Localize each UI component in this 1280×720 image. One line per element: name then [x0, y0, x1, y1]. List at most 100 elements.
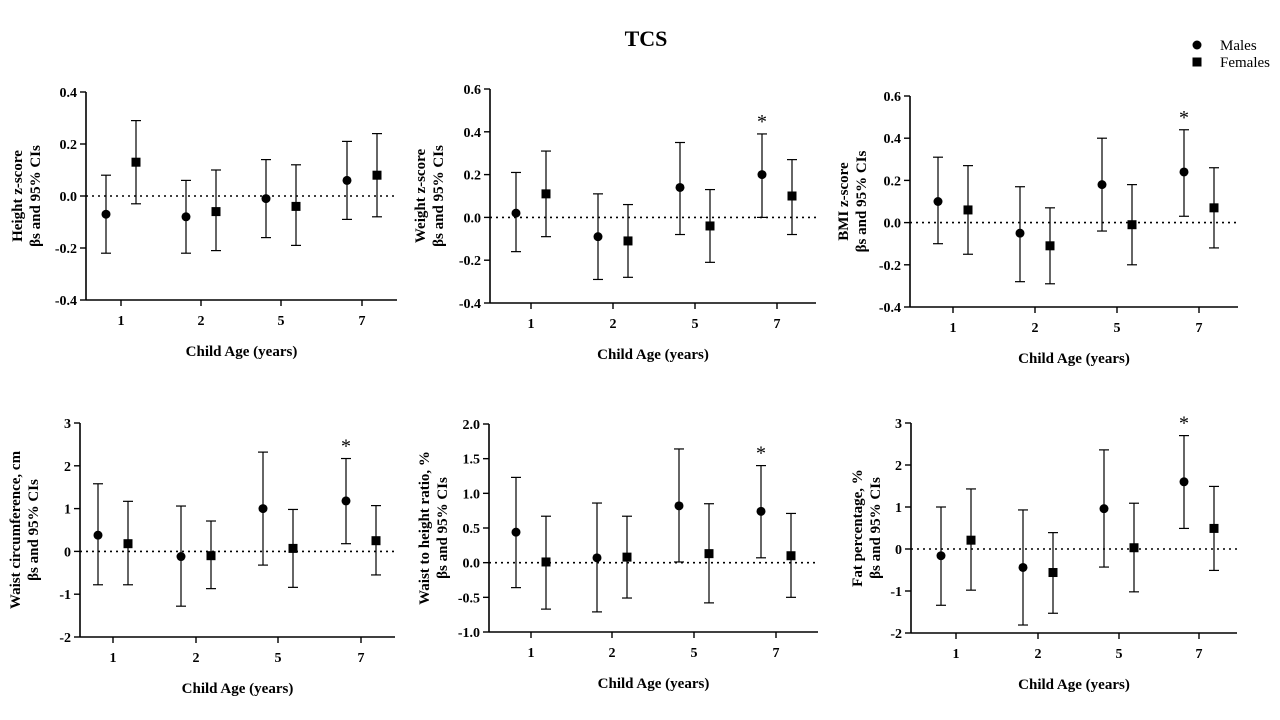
male-point	[181, 212, 191, 222]
y-tick-label: -1.0	[458, 626, 480, 641]
x-tick-label: 2	[609, 646, 616, 661]
significance-star: *	[341, 436, 351, 458]
y-tick-label: 0.0	[463, 557, 481, 572]
female-point	[1129, 543, 1139, 553]
panel-bmi-zscore: -0.4 -0.2 0.0 0.2 0.4 0.6 1 2 5 7 Child Age (years…	[836, 90, 1238, 367]
y-axis-label-line2: βs and 95% CIs	[435, 477, 451, 579]
y-axis-label-line2: βs and 95% CIs	[854, 150, 870, 252]
female-point	[705, 221, 715, 231]
y-axis-label-line2: βs and 95% CIs	[868, 477, 884, 579]
y-tick-label: 0.6	[884, 90, 902, 105]
x-tick-label: 2	[1032, 321, 1039, 336]
male-point	[1099, 504, 1109, 514]
x-tick-label: 2	[1035, 647, 1042, 662]
x-tick-label: 5	[691, 646, 698, 661]
legend-male-marker	[1192, 40, 1202, 50]
female-point	[1209, 203, 1219, 213]
male-point	[1018, 562, 1028, 572]
significance-star: *	[1179, 107, 1189, 129]
x-tick-label: 2	[193, 651, 200, 666]
significance-star: *	[1179, 413, 1189, 435]
male-point	[101, 209, 111, 219]
male-point	[511, 527, 521, 537]
y-axis-label-line1: Waist circumference, cm	[8, 450, 24, 609]
x-tick-label: 1	[953, 647, 960, 662]
panel-waist-to-height-ratio: -1.0 -0.5 0.0 0.5 1.0 1.5 2.0 1 2 5 7 Child Age (ye…	[417, 418, 818, 692]
y-tick-label: 0.2	[464, 169, 482, 184]
x-tick-label: 1	[528, 317, 535, 332]
male-point	[176, 552, 186, 562]
x-tick-label: 7	[773, 646, 780, 661]
x-axis-label: Child Age (years)	[597, 347, 709, 363]
male-point	[592, 553, 602, 563]
female-point	[622, 552, 632, 562]
figure-title: TCS	[625, 26, 668, 51]
y-tick-label: 2.0	[463, 418, 481, 433]
y-tick-label: 1.0	[463, 487, 481, 502]
x-tick-label: 7	[358, 651, 365, 666]
female-point	[1045, 241, 1055, 251]
y-tick-label: 3	[895, 417, 902, 432]
legend-females-label: Females	[1220, 55, 1270, 71]
x-tick-label: 5	[275, 651, 282, 666]
x-axis-label: Child Age (years)	[598, 676, 710, 692]
y-tick-label: 3	[64, 417, 71, 432]
x-tick-label: 2	[610, 317, 617, 332]
x-tick-label: 1	[528, 646, 535, 661]
female-point	[291, 201, 301, 211]
female-point	[1048, 568, 1058, 578]
female-point	[288, 543, 298, 553]
female-point	[1127, 220, 1137, 230]
y-tick-label: 0	[895, 543, 902, 558]
y-tick-label: 0.4	[884, 132, 902, 147]
y-tick-label: -0.5	[458, 591, 480, 606]
y-axis-label-line1: Height z-score	[10, 150, 26, 242]
y-tick-label: -2	[59, 631, 71, 646]
significance-star: *	[756, 443, 766, 465]
y-tick-label: -0.2	[55, 242, 77, 257]
y-tick-label: 2	[64, 460, 71, 475]
female-point	[541, 557, 551, 567]
y-tick-label: -2	[890, 627, 902, 642]
y-axis-label-line1: Fat percentage, %	[850, 469, 866, 587]
y-tick-label: -0.4	[55, 294, 77, 309]
male-point	[261, 194, 271, 204]
y-tick-label: -0.2	[879, 259, 901, 274]
female-point	[704, 549, 714, 559]
y-tick-label: 2	[895, 459, 902, 474]
x-tick-label: 5	[1114, 321, 1121, 336]
male-point	[1179, 477, 1189, 487]
legend-female-marker	[1192, 57, 1202, 67]
x-tick-label: 1	[950, 321, 957, 336]
x-axis-label: Child Age (years)	[1018, 677, 1130, 693]
y-tick-label: 0.2	[884, 174, 902, 189]
male-point	[341, 496, 351, 506]
x-tick-label: 7	[1196, 647, 1203, 662]
male-point	[936, 551, 946, 561]
male-point	[933, 197, 943, 206]
female-point	[966, 535, 976, 545]
y-tick-label: 0.0	[884, 217, 902, 232]
x-tick-label: 7	[359, 314, 366, 329]
x-tick-label: 5	[1116, 647, 1123, 662]
y-tick-label: 1	[64, 503, 71, 518]
female-point	[541, 189, 551, 199]
female-point	[211, 207, 221, 217]
y-axis-label-line1: BMI z-score	[836, 162, 852, 241]
x-tick-label: 2	[198, 314, 205, 329]
y-axis-label-line2: βs and 95% CIs	[431, 145, 447, 247]
y-axis-label-line2: βs and 95% CIs	[26, 479, 42, 581]
male-point	[675, 182, 685, 192]
y-tick-label: 1	[895, 501, 902, 516]
x-tick-label: 5	[278, 314, 285, 329]
y-tick-label: -0.4	[459, 297, 481, 312]
male-point	[674, 501, 684, 511]
male-point	[1179, 167, 1189, 177]
male-point	[757, 170, 767, 180]
panel-waist-circumference: -2 -1 0 1 2 3 1 2 5 7 Child Age (years) Waist circu…	[8, 417, 395, 697]
female-point	[131, 157, 141, 167]
female-point	[372, 170, 382, 180]
female-point	[786, 551, 796, 561]
male-point	[258, 504, 268, 514]
